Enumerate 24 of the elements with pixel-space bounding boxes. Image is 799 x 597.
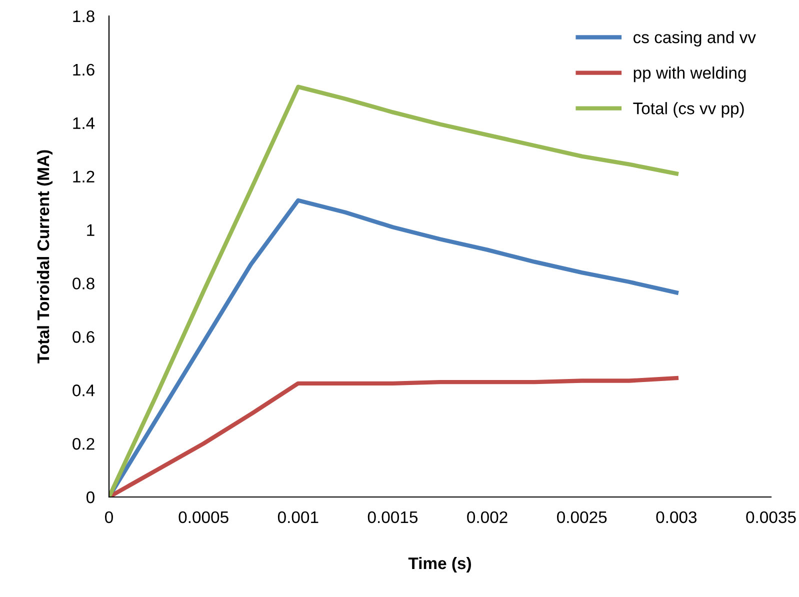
- x-tick-label: 0: [105, 511, 113, 524]
- x-tick-label: 0.0035: [746, 511, 796, 524]
- legend-label: cs casing and vv: [634, 31, 756, 47]
- y-tick-label: 1.2: [73, 170, 94, 182]
- x-tick-label: 0.002: [467, 511, 508, 524]
- x-tick-label: 0.0005: [178, 511, 228, 524]
- x-tick-label: 0.001: [278, 511, 318, 524]
- y-axis-title: Total Toroidal Current (MA): [36, 150, 52, 364]
- legend-label: Total (cs vv pp): [633, 102, 744, 118]
- y-tick-label: 1.4: [73, 117, 95, 129]
- y-tick-label: 1.8: [73, 10, 94, 22]
- y-tick-label: 1.6: [73, 64, 94, 76]
- x-tick-label: 0.0015: [368, 511, 418, 524]
- x-axis-title: Time (s): [408, 556, 471, 573]
- y-tick-label: 0.6: [72, 331, 94, 343]
- y-tick-label: 0: [86, 491, 94, 504]
- x-tick-label: 0.0025: [557, 511, 607, 524]
- y-tick-label: 0.8: [72, 278, 94, 290]
- x-tick-label: 0.003: [656, 511, 697, 524]
- y-tick-label: 1: [87, 224, 94, 236]
- legend-label: pp with welding: [634, 66, 746, 82]
- line-series: [109, 376, 679, 497]
- y-tick-label: 0.2: [72, 438, 94, 450]
- y-tick-label: 0.4: [72, 384, 95, 396]
